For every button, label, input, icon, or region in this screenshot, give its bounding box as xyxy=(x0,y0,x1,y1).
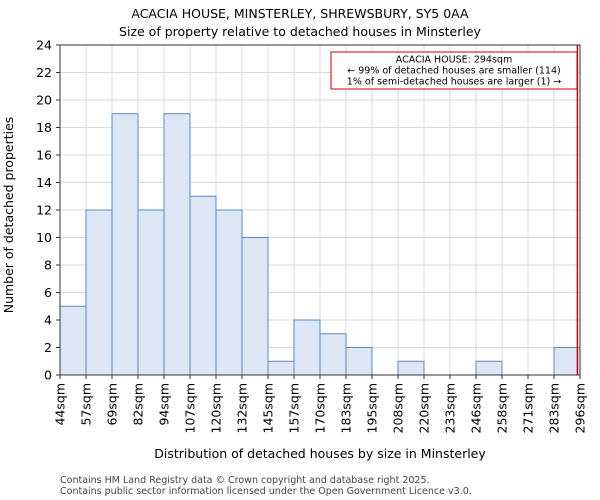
annotation-line-2: ← 99% of detached houses are smaller (11… xyxy=(347,66,560,77)
x-tick-label: 145sqm xyxy=(261,383,276,433)
bar-107sqm xyxy=(189,195,217,376)
annotation-box: ACACIA HOUSE: 294sqm ← 99% of detached h… xyxy=(330,51,578,90)
y-tick-label: 8 xyxy=(44,258,52,273)
bar-246sqm xyxy=(475,360,503,376)
x-tick-label: 183sqm xyxy=(339,383,354,433)
x-tick-label: 157sqm xyxy=(287,383,302,433)
y-tick-label: 2 xyxy=(44,340,52,355)
chart-title: ACACIA HOUSE, MINSTERLEY, SHREWSBURY, SY… xyxy=(131,6,469,21)
x-tick-label: 271sqm xyxy=(521,383,536,433)
x-tick-label: 170sqm xyxy=(313,383,328,433)
x-tick-label: 296sqm xyxy=(573,383,588,433)
y-tick-label: 12 xyxy=(36,203,52,218)
y-tick-label: 20 xyxy=(36,93,52,108)
footer-line-2: Contains public sector information licen… xyxy=(60,486,472,497)
y-tick-label: 6 xyxy=(44,285,52,300)
bar-170sqm xyxy=(319,333,347,376)
x-tick-label: 258sqm xyxy=(495,383,510,433)
x-tick-label: 208sqm xyxy=(391,383,406,433)
bar-94sqm xyxy=(163,113,191,376)
bar-44sqm xyxy=(59,305,87,376)
x-tick-label: 283sqm xyxy=(547,383,562,433)
x-tick-label: 132sqm xyxy=(235,383,250,433)
bar-157sqm xyxy=(293,319,321,376)
bar-145sqm xyxy=(267,360,295,376)
plot-frame xyxy=(59,44,581,376)
bar-183sqm xyxy=(345,347,373,376)
bar-283sqm xyxy=(553,347,581,376)
footer-line-1: Contains HM Land Registry data © Crown c… xyxy=(60,475,430,486)
bars xyxy=(59,113,581,376)
x-tick-label: 107sqm xyxy=(183,383,198,433)
x-tick-label: 57sqm xyxy=(79,383,94,426)
x-tick-label: 195sqm xyxy=(365,383,380,433)
y-tick-label: 22 xyxy=(36,65,52,80)
bar-57sqm xyxy=(85,209,113,376)
y-tick-label: 0 xyxy=(44,368,52,383)
x-tick-label: 120sqm xyxy=(209,383,224,433)
y-tick-label: 4 xyxy=(44,313,52,328)
x-tick-label: 246sqm xyxy=(469,383,484,433)
x-tick-label: 233sqm xyxy=(443,383,458,433)
x-tick-label: 44sqm xyxy=(53,383,68,426)
x-axis-label: Distribution of detached houses by size … xyxy=(154,446,486,461)
y-tick-label: 18 xyxy=(36,120,52,135)
annotation-line-1: ACACIA HOUSE: 294sqm xyxy=(396,55,512,66)
x-axis-ticks: 44sqm 57sqm 69sqm 82sqm 94sqm 107sqm 120sqm 132… xyxy=(53,375,588,433)
bar-132sqm xyxy=(241,237,269,376)
annotation-line-3: 1% of semi-detached houses are larger (1… xyxy=(347,77,561,88)
y-tick-label: 24 xyxy=(36,38,52,53)
x-tick-label: 69sqm xyxy=(105,383,120,426)
bar-120sqm xyxy=(215,209,243,376)
x-tick-label: 220sqm xyxy=(417,383,432,433)
y-axis-label: Number of detached properties xyxy=(1,117,16,314)
bar-208sqm xyxy=(397,360,425,376)
bar-69sqm xyxy=(111,113,139,376)
y-tick-label: 16 xyxy=(36,148,52,163)
x-tick-label: 94sqm xyxy=(157,383,172,426)
y-tick-label: 14 xyxy=(36,175,52,190)
x-tick-label: 82sqm xyxy=(131,383,146,426)
chart-subtitle: Size of property relative to detached ho… xyxy=(119,24,481,39)
bar-82sqm xyxy=(137,209,165,376)
y-tick-label: 10 xyxy=(36,230,52,245)
